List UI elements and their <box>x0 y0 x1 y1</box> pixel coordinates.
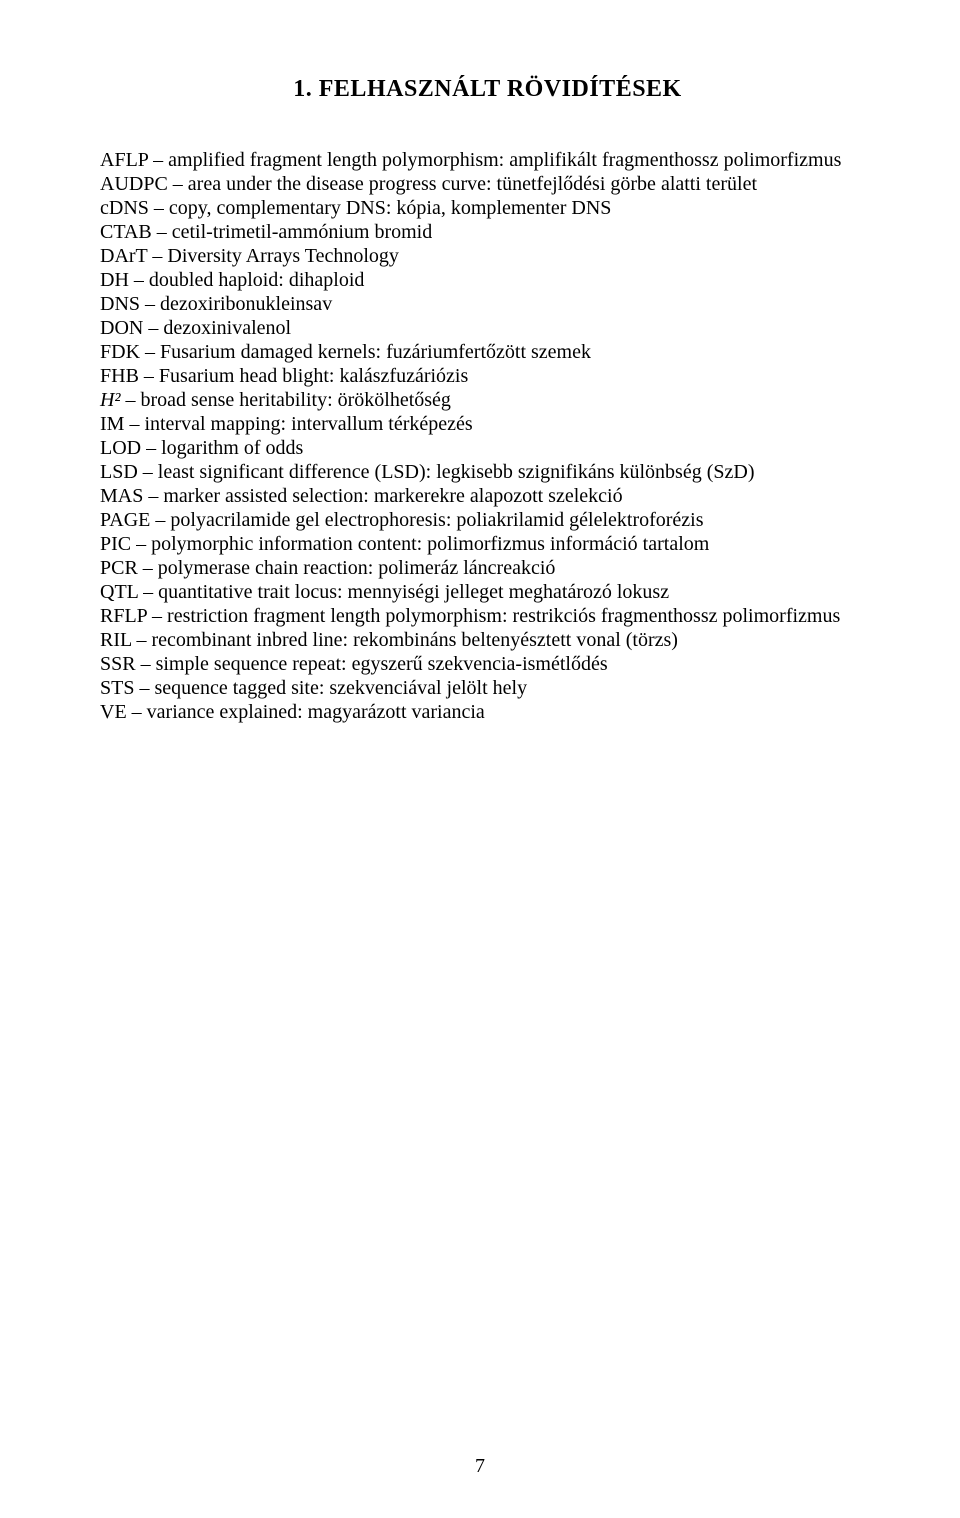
abbreviation-entry: AFLP – amplified fragment length polymor… <box>100 148 875 172</box>
abbreviation-entry: LOD – logarithm of odds <box>100 436 875 460</box>
abbreviation-entry: LSD – least significant difference (LSD)… <box>100 460 875 484</box>
abbreviation-symbol: H² <box>100 389 120 411</box>
abbreviation-entry: DH – doubled haploid: dihaploid <box>100 268 875 292</box>
abbreviation-entry: QTL – quantitative trait locus: mennyisé… <box>100 580 875 604</box>
abbreviation-entry: cDNS – copy, complementary DNS: kópia, k… <box>100 196 875 220</box>
abbreviation-entry: DNS – dezoxiribonukleinsav <box>100 292 875 316</box>
abbreviation-entry: H² – broad sense heritability: örökölhet… <box>100 388 875 412</box>
abbreviation-entry: DArT – Diversity Arrays Technology <box>100 244 875 268</box>
abbreviation-entry: RIL – recombinant inbred line: rekombiná… <box>100 628 875 652</box>
abbreviation-entry: DON – dezoxinivalenol <box>100 316 875 340</box>
document-page: 1. FELHASZNÁLT RÖVIDÍTÉSEK AFLP – amplif… <box>0 0 960 1518</box>
section-heading: 1. FELHASZNÁLT RÖVIDÍTÉSEK <box>100 75 875 104</box>
abbreviation-entry: PAGE – polyacrilamide gel electrophoresi… <box>100 508 875 532</box>
abbreviation-entry: IM – interval mapping: intervallum térké… <box>100 412 875 436</box>
abbreviation-entry: PCR – polymerase chain reaction: polimer… <box>100 556 875 580</box>
abbreviation-text: – broad sense heritability: örökölhetősé… <box>120 389 450 411</box>
abbreviation-entry: STS – sequence tagged site: szekvenciáva… <box>100 676 875 700</box>
page-number: 7 <box>0 1454 960 1478</box>
abbreviation-entry: PIC – polymorphic information content: p… <box>100 532 875 556</box>
abbreviation-entry: SSR – simple sequence repeat: egyszerű s… <box>100 652 875 676</box>
abbreviation-entry: RFLP – restriction fragment length polym… <box>100 604 875 628</box>
abbreviation-entry: VE – variance explained: magyarázott var… <box>100 700 875 724</box>
abbreviation-list: AFLP – amplified fragment length polymor… <box>100 148 875 724</box>
abbreviation-entry: AUDPC – area under the disease progress … <box>100 172 875 196</box>
abbreviation-entry: MAS – marker assisted selection: markere… <box>100 484 875 508</box>
abbreviation-entry: FHB – Fusarium head blight: kalászfuzári… <box>100 364 875 388</box>
abbreviation-entry: CTAB – cetil-trimetil-ammónium bromid <box>100 220 875 244</box>
abbreviation-entry: FDK – Fusarium damaged kernels: fuzárium… <box>100 340 875 364</box>
